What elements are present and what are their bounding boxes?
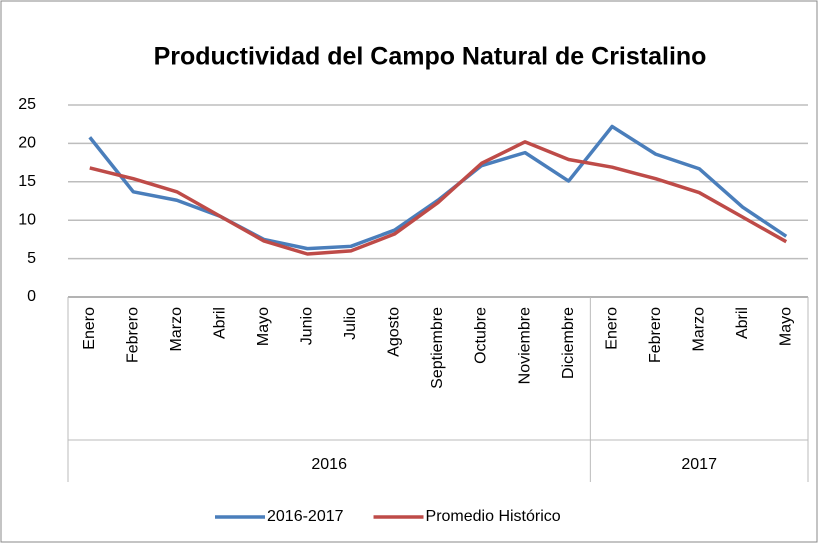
x-tick-label: Febrero	[647, 307, 664, 363]
x-tick-label: Julio	[342, 307, 359, 340]
legend-label: 2016-2017	[267, 508, 344, 525]
x-tick-label: Febrero	[125, 307, 142, 363]
x-tick-label: Mayo	[777, 307, 794, 346]
x-tick-label: Marzo	[168, 307, 185, 352]
x-tick-label: Noviembre	[516, 307, 533, 384]
x-tick-label: Octubre	[473, 307, 490, 364]
x-tick-label: Enero	[603, 307, 620, 350]
group-label: 2016	[311, 456, 347, 473]
x-tick-label: Septiembre	[429, 307, 446, 389]
x-tick-label: Diciembre	[560, 307, 577, 379]
x-tick-label: Junio	[299, 307, 316, 345]
chart-title: Productividad del Campo Natural de Crist…	[154, 43, 707, 71]
x-tick-label: Agosto	[386, 307, 403, 357]
legend-label: Promedio Histórico	[426, 508, 561, 525]
series-line	[89, 140, 788, 256]
y-tick-label: 15	[18, 173, 36, 190]
y-tick-label: 0	[27, 288, 36, 305]
y-tick-label: 10	[18, 211, 36, 228]
x-tick-label: Enero	[81, 307, 98, 350]
y-tick-label: 5	[27, 250, 36, 267]
x-tick-label: Abril	[734, 307, 751, 339]
y-tick-label: 20	[18, 135, 36, 152]
group-label: 2017	[681, 456, 717, 473]
x-tick-label: Mayo	[255, 307, 272, 346]
x-tick-label: Abril	[212, 307, 229, 339]
x-tick-label: Marzo	[690, 307, 707, 352]
y-tick-label: 25	[18, 96, 36, 113]
